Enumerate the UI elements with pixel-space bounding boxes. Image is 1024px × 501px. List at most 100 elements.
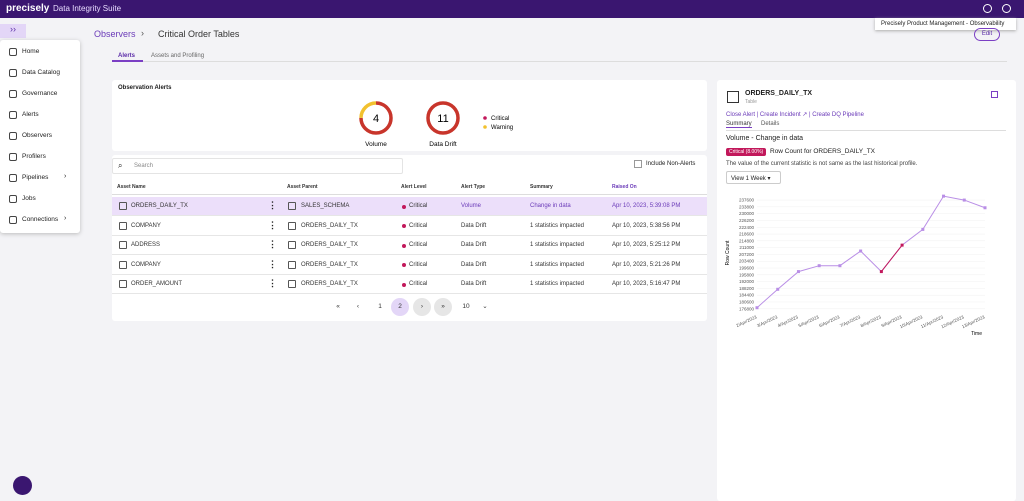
table-row[interactable]	[112, 197, 707, 216]
table-row[interactable]	[112, 236, 707, 255]
nav-item[interactable]: Profilers	[22, 153, 46, 160]
x-tick-label: 6/Apr/2023	[818, 314, 841, 328]
nav-item[interactable]: Jobs	[22, 195, 36, 202]
page-prev[interactable]: ‹	[356, 303, 360, 310]
nav-item[interactable]: Home	[22, 48, 40, 55]
table-row[interactable]	[112, 275, 707, 294]
row-menu[interactable]: ⋮	[268, 219, 277, 230]
nav-item[interactable]: Pipelines	[22, 174, 49, 181]
table-cell: ORDERS_DAILY_TX	[301, 222, 358, 229]
table-cell: ORDERS_DAILY_TX	[301, 281, 358, 287]
point	[817, 264, 821, 268]
action[interactable]: Close Alert	[726, 112, 756, 118]
range-select[interactable]: View 1 Week ▾	[726, 171, 781, 184]
help-icon[interactable]	[1002, 4, 1011, 13]
column-header[interactable]: Alert Type	[461, 184, 486, 190]
parent-icon	[288, 260, 296, 269]
side-nav: Home Data Catalog Governance Alerts Observer…	[0, 40, 80, 233]
point	[776, 287, 780, 291]
y-tick-label: 226200	[739, 218, 755, 223]
divider	[726, 130, 1006, 131]
badge: Critical (8.00%)	[726, 148, 767, 156]
table-row[interactable]	[112, 255, 707, 275]
point	[900, 243, 904, 247]
asset-icon	[119, 221, 127, 230]
nav-item[interactable]: Observers	[22, 132, 52, 139]
column-header[interactable]: Summary	[530, 184, 553, 190]
row-menu[interactable]: ⋮	[268, 200, 277, 210]
search-box[interactable]: ⌕ Search	[112, 158, 403, 174]
page-last[interactable]: »	[434, 298, 452, 316]
table-cell: Critical	[409, 261, 428, 268]
column-header[interactable]: Asset Parent	[287, 184, 318, 190]
page-first[interactable]: «	[336, 303, 340, 310]
y-tick-label: 195800	[739, 272, 755, 277]
user-icon[interactable]	[983, 4, 992, 13]
observation-card: Observation Alerts 4 Volume 11 Data Drift Cr…	[112, 80, 707, 151]
nav-item[interactable]: Governance	[22, 90, 58, 97]
top-bar: precisely Data Integrity Suite	[0, 0, 1024, 18]
table-row[interactable]	[112, 216, 707, 236]
nav-arrow: ›	[64, 215, 67, 222]
legend-dot	[483, 125, 487, 129]
gauge-label: Data Drift	[429, 141, 457, 148]
checkbox[interactable]	[634, 160, 642, 168]
parent-icon	[288, 241, 296, 249]
y-tick-label: 233800	[739, 204, 755, 209]
tab[interactable]: Alerts	[118, 53, 136, 59]
nav-icon	[9, 90, 17, 98]
point	[942, 194, 946, 198]
table-cell: Data Drift	[461, 222, 487, 229]
table-icon	[727, 91, 739, 103]
x-tick-label: 7/Apr/2023	[839, 314, 862, 328]
page-number[interactable]: 1	[378, 303, 382, 310]
table-cell: COMPANY	[131, 222, 161, 229]
page-next[interactable]: ›	[413, 298, 431, 316]
expand-icon[interactable]	[991, 91, 998, 98]
page-size[interactable]: 10	[462, 303, 470, 310]
row-menu[interactable]: ⋮	[268, 239, 277, 249]
page-size-arrow[interactable]: ⌄	[482, 303, 488, 310]
critical-segment	[880, 244, 903, 272]
action[interactable]: Create DQ Pipeline	[812, 112, 864, 118]
nav-icon	[9, 174, 17, 182]
column-header[interactable]: Raised On	[612, 184, 637, 190]
level-dot	[402, 282, 406, 287]
nav-icon	[9, 195, 17, 203]
breadcrumb-parent[interactable]: Observers	[94, 29, 136, 39]
tab[interactable]: Details	[761, 121, 780, 127]
column-header[interactable]: Alert Level	[401, 184, 427, 190]
table-cell: ORDER_AMOUNT	[131, 281, 183, 287]
y-tick-label: 237600	[739, 198, 755, 203]
legend-dot	[483, 116, 487, 120]
edit-button[interactable]: Edit	[974, 28, 1000, 41]
tab[interactable]: Assets and Profiling	[151, 53, 205, 59]
y-tick-label: 230000	[739, 211, 755, 216]
tab[interactable]: Summary	[726, 121, 752, 128]
table-cell: Apr 10, 2023, 5:38:56 PM	[612, 222, 681, 229]
nav-item[interactable]: Alerts	[22, 111, 39, 118]
table-cell: 1 statistics impacted	[530, 222, 585, 229]
y-tick-label: 184400	[739, 293, 755, 298]
tab-indicator	[112, 60, 143, 62]
tab-line	[112, 61, 1007, 62]
expand-nav[interactable]: ››	[0, 24, 26, 38]
action[interactable]: Create Incident	[759, 112, 801, 118]
detail-name: ORDERS_DAILY_TX	[745, 90, 813, 97]
page-number[interactable]: 2	[391, 298, 409, 316]
table-cell: ORDERS_DAILY_TX	[301, 261, 358, 268]
nav-icon	[9, 153, 17, 161]
nav-icon	[9, 48, 17, 56]
nav-item[interactable]: Connections	[22, 216, 59, 223]
y-tick-label: 192000	[739, 279, 755, 284]
row-menu[interactable]: ⋮	[268, 278, 277, 288]
asset-icon	[119, 241, 127, 249]
table-cell: Critical	[409, 242, 428, 248]
chat-button[interactable]	[13, 476, 32, 495]
column-header[interactable]: Asset Name	[117, 184, 146, 190]
nav-item[interactable]: Data Catalog	[22, 69, 60, 76]
row-menu[interactable]: ⋮	[268, 258, 277, 269]
y-tick-label: 176800	[739, 306, 755, 311]
nav-arrow: ›	[64, 173, 67, 180]
